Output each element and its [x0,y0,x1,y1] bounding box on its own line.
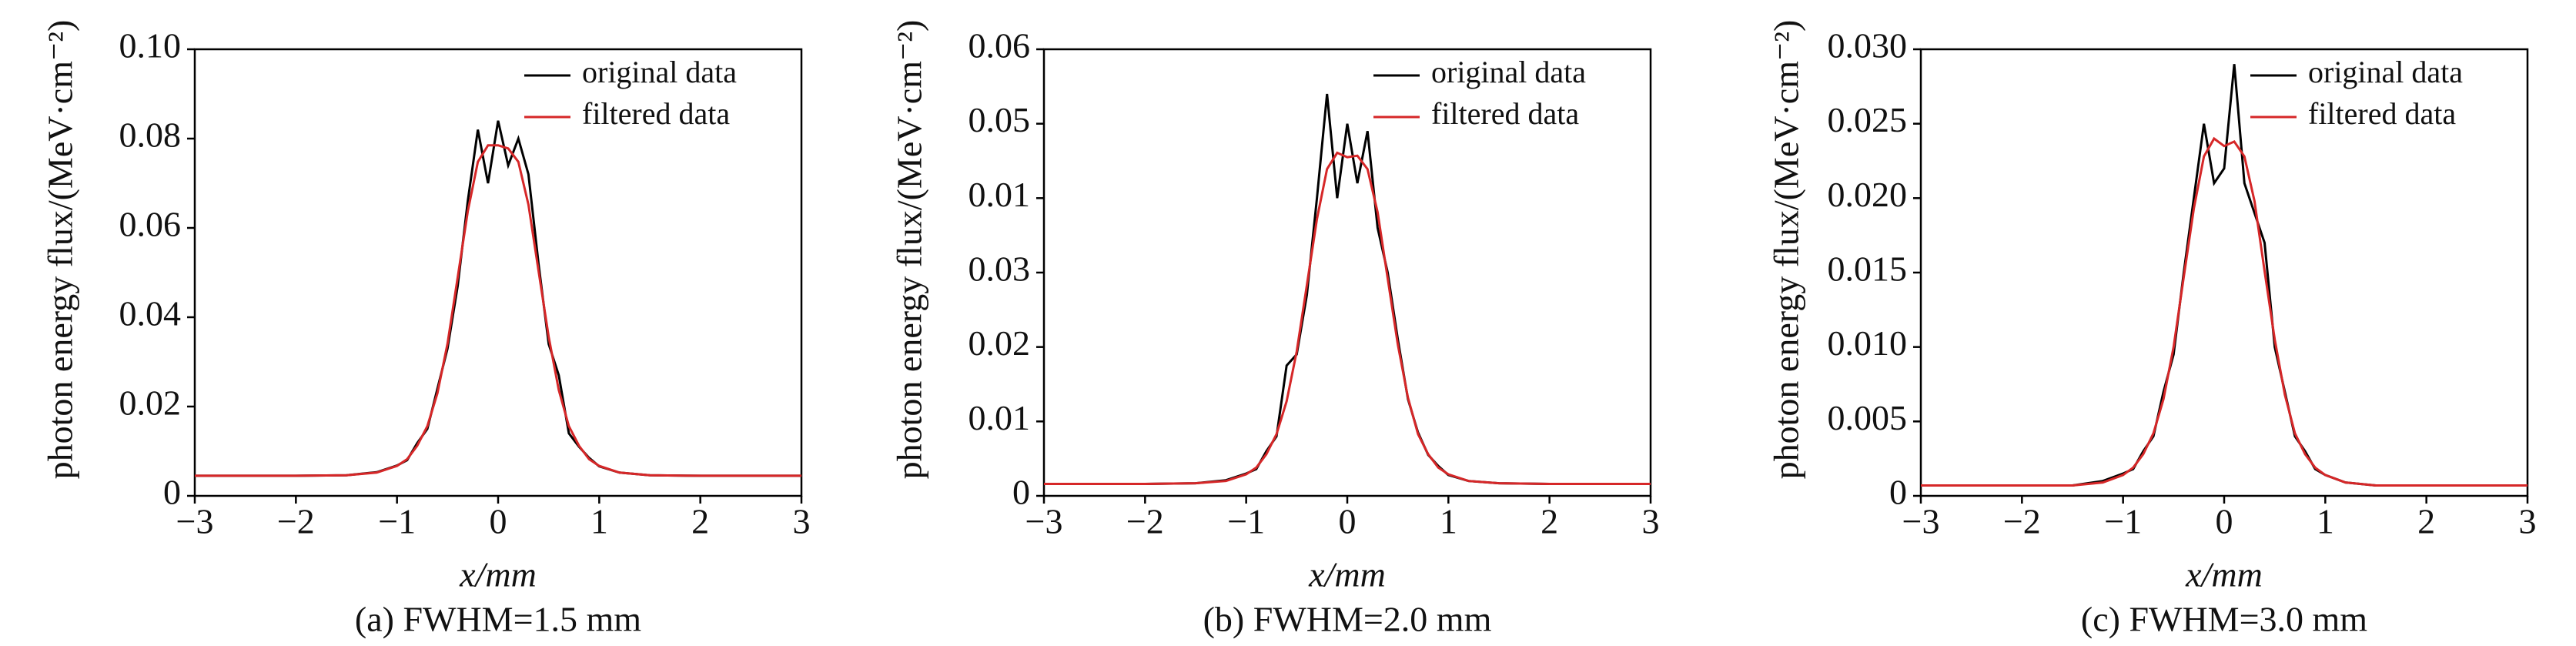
y-tick-label: 0 [1889,473,1907,512]
y-tick-label: 0.01 [969,398,1031,437]
panel: 0 0.01 0.02 0.03 0.01 0.05 0.06 −3 −2 −1 0 1 2 3 origi… [890,20,1660,639]
data-line [1044,93,1651,485]
x-tick-label: 1 [2317,502,2334,541]
x-tick-label: 0 [2216,502,2233,541]
y-tick-label: 0.015 [1828,249,1908,289]
x-tick-label: 2 [2417,502,2435,541]
x-tick-label: 2 [1541,502,1558,541]
y-tick-label: 0.02 [119,383,182,423]
y-tick-label: 0.08 [119,115,182,155]
panel-caption: (c) FWHM=3.0 mm [2081,600,2367,639]
x-axis-label: x/mm [459,555,537,594]
x-tick-label: 1 [590,502,608,541]
x-tick-label: 0 [490,502,507,541]
y-tick-label: 0 [1012,473,1030,512]
x-tick-label: 3 [1642,502,1660,541]
legend-label: original data [1431,55,1586,89]
x-tick-label: 0 [1339,502,1357,541]
legend-label: filtered data [1431,96,1579,131]
y-axis-label: photon energy flux/(MeV·cm⁻²) [890,20,929,480]
x-tick-label: 3 [793,502,811,541]
x-tick-label: −1 [2104,502,2142,541]
legend-label: original data [2308,55,2463,89]
panel-caption: (a) FWHM=1.5 mm [355,600,641,639]
y-tick-label: 0.020 [1828,175,1908,214]
x-tick-label: −1 [378,502,416,541]
panel-caption: (b) FWHM=2.0 mm [1203,600,1492,639]
legend-label: filtered data [2308,96,2456,131]
y-tick-label: 0.025 [1828,100,1908,139]
panel: 0 0.02 0.04 0.06 0.08 0.10 −3 −2 −1 0 1 2 3 original … [41,20,811,639]
y-tick-label: 0.05 [969,100,1031,139]
data-line [195,120,801,477]
y-tick-label: 0.06 [119,205,182,244]
legend-label: filtered data [582,96,730,131]
panel: 0 0.005 0.010 0.015 0.020 0.025 0.030 −3 −2 −1 0 1 2… [1767,20,2537,639]
y-axis-label: photon energy flux/(MeV·cm⁻²) [41,20,80,480]
y-tick-label: 0 [163,473,181,512]
data-line [195,144,801,477]
y-tick-label: 0.06 [969,26,1031,65]
y-tick-label: 0.10 [119,26,182,65]
data-line [1921,136,2527,487]
x-tick-label: 3 [2519,502,2537,541]
y-tick-label: 0.030 [1828,26,1908,65]
x-tick-label: −1 [1227,502,1265,541]
legend-label: original data [582,55,737,89]
x-tick-label: 2 [691,502,709,541]
x-tick-label: −3 [1902,502,1940,541]
y-tick-label: 0.010 [1828,323,1908,363]
x-axis-label: x/mm [1308,555,1386,594]
x-tick-label: −3 [176,502,214,541]
x-axis-label: x/mm [2185,555,2263,594]
x-tick-label: −2 [2003,502,2041,541]
x-tick-label: −2 [277,502,315,541]
x-tick-label: −2 [1126,502,1164,541]
x-tick-label: 1 [1440,502,1457,541]
y-tick-label: 0.005 [1828,398,1908,437]
y-tick-label: 0.01 [969,175,1031,214]
data-line [1044,151,1651,485]
y-tick-label: 0.04 [119,294,182,333]
y-tick-label: 0.03 [969,249,1031,289]
y-tick-label: 0.02 [969,323,1031,363]
y-axis-label: photon energy flux/(MeV·cm⁻²) [1767,20,1806,480]
x-tick-label: −3 [1025,502,1063,541]
